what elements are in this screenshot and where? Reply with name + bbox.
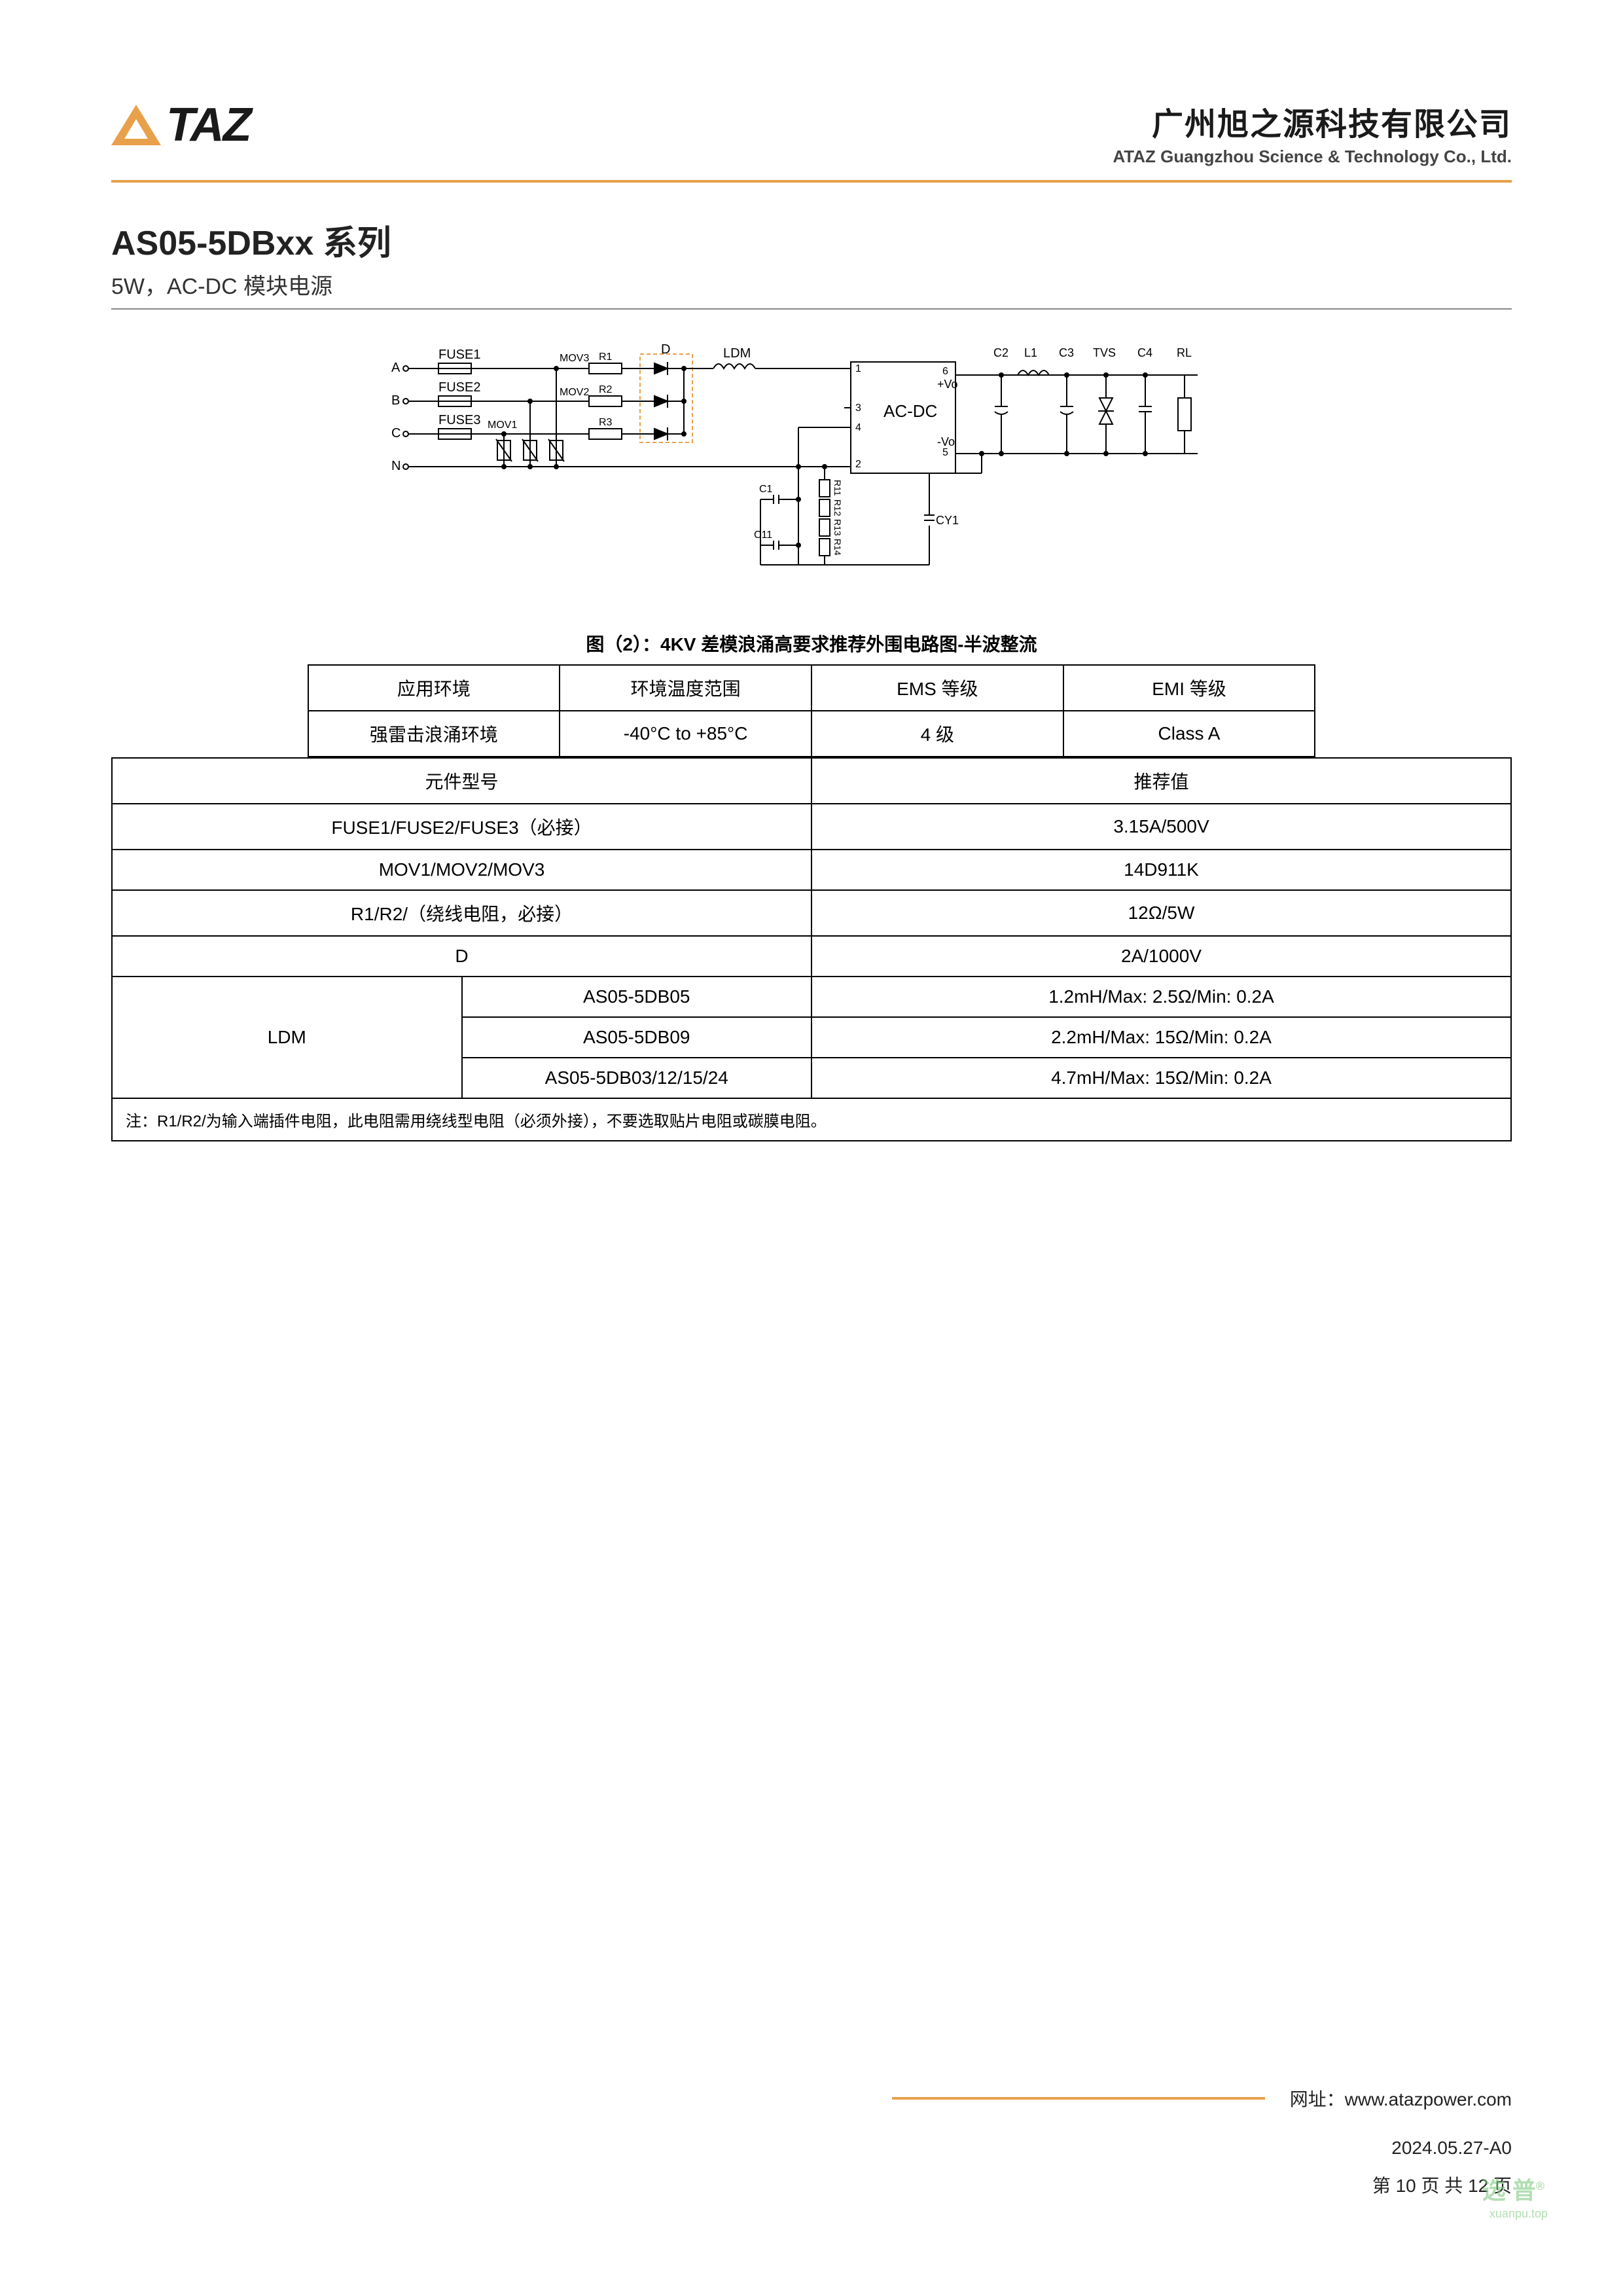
table-row: 应用环境 环境温度范围 EMS 等级 EMI 等级 — [308, 665, 1315, 711]
table-row: FUSE1/FUSE2/FUSE3（必接） 3.15A/500V — [112, 804, 1511, 850]
series-title: AS05-5DBxx 系列 — [111, 215, 1512, 264]
lbl-r3: R3 — [599, 417, 612, 429]
lbl-c4: C4 — [1137, 346, 1152, 360]
circuit-diagram-wrap: A B C N FUSE1 FUSE2 FUSE3 MOV1 MOV2 MOV3… — [111, 349, 1512, 591]
th-ems: EMS 等级 — [812, 665, 1063, 711]
lbl-pin5: 5 — [942, 447, 948, 459]
lbl-a: A — [391, 361, 400, 376]
td-comp: R1/R2/（绕线电阻，必接） — [112, 890, 812, 936]
title-block: AS05-5DBxx 系列 5W，AC-DC 模块电源 — [111, 215, 1512, 300]
td-ldm-spec: 1.2mH/Max: 2.5Ω/Min: 0.2A — [812, 977, 1511, 1017]
circuit-diagram: A B C N FUSE1 FUSE2 FUSE3 MOV1 MOV2 MOV3… — [393, 349, 1230, 591]
td-val: 3.15A/500V — [812, 804, 1511, 850]
lbl-rl: RL — [1177, 346, 1192, 360]
company-name-en: ATAZ Guangzhou Science & Technology Co.,… — [1113, 147, 1512, 167]
lbl-r1: R1 — [599, 351, 612, 363]
lbl-fuse2: FUSE2 — [438, 380, 480, 395]
lbl-fuse1: FUSE1 — [438, 348, 480, 363]
lbl-pin1: 1 — [855, 363, 861, 375]
company-block: 广州旭之源科技有限公司 ATAZ Guangzhou Science & Tec… — [1113, 98, 1512, 167]
lbl-cy1: CY1 — [936, 514, 959, 528]
td-emi: Class A — [1063, 711, 1315, 757]
table-row: 强雷击浪涌环境 -40°C to +85°C 4 级 Class A — [308, 711, 1315, 757]
td-ldm-model: AS05-5DB05 — [462, 977, 812, 1017]
th-component: 元件型号 — [112, 758, 812, 804]
lbl-acdc: AC-DC — [883, 401, 937, 422]
lbl-fuse3: FUSE3 — [438, 413, 480, 428]
lbl-c11: C11 — [754, 529, 772, 541]
footer-url: 网址：www.atazpower.com — [892, 2085, 1512, 2111]
lbl-d: D — [661, 342, 670, 357]
td-ems: 4 级 — [812, 711, 1063, 757]
td-ldm-spec: 4.7mH/Max: 15Ω/Min: 0.2A — [812, 1058, 1511, 1098]
lbl-b: B — [391, 393, 400, 408]
title-divider — [111, 308, 1512, 310]
lbl-c2: C2 — [993, 346, 1008, 360]
logo: TAZ — [111, 98, 251, 152]
td-val: 12Ω/5W — [812, 890, 1511, 936]
lbl-tvs: TVS — [1093, 346, 1116, 360]
table-note-row: 注：R1/R2/为输入端插件电阻，此电阻需用绕线型电阻（必须外接），不要选取贴片… — [112, 1098, 1511, 1141]
watermark-main: 选 普® — [1482, 2172, 1544, 2206]
lbl-c3: C3 — [1059, 346, 1074, 360]
th-emi: EMI 等级 — [1063, 665, 1315, 711]
td-val: 14D911K — [812, 850, 1511, 890]
lbl-n: N — [391, 459, 401, 474]
td-env: 强雷击浪涌环境 — [308, 711, 560, 757]
figure-caption: 图（2）：4KV 差模浪涌高要求推荐外围电路图-半波整流 — [111, 630, 1512, 656]
circuit-svg — [393, 349, 1230, 591]
watermark-text: 选 普 — [1482, 2177, 1536, 2204]
lbl-r2: R2 — [599, 384, 612, 396]
lbl-vop: +Vo — [937, 378, 958, 391]
lbl-mov2: MOV2 — [560, 387, 589, 399]
td-ldm-model: AS05-5DB03/12/15/24 — [462, 1058, 812, 1098]
page-header: TAZ 广州旭之源科技有限公司 ATAZ Guangzhou Science &… — [111, 98, 1512, 183]
td-ldm-spec: 2.2mH/Max: 15Ω/Min: 0.2A — [812, 1017, 1511, 1058]
lbl-pin2: 2 — [855, 459, 861, 471]
td-comp: FUSE1/FUSE2/FUSE3（必接） — [112, 804, 812, 850]
table-environment: 应用环境 环境温度范围 EMS 等级 EMI 等级 强雷击浪涌环境 -40°C … — [308, 664, 1316, 757]
th-value: 推荐值 — [812, 758, 1511, 804]
td-comp: D — [112, 936, 812, 977]
table-note: 注：R1/R2/为输入端插件电阻，此电阻需用绕线型电阻（必须外接），不要选取贴片… — [112, 1098, 1511, 1141]
table-row: LDM AS05-5DB05 1.2mH/Max: 2.5Ω/Min: 0.2A — [112, 977, 1511, 1017]
th-env: 应用环境 — [308, 665, 560, 711]
lbl-r13: R13 — [832, 519, 843, 536]
lbl-l1: L1 — [1024, 346, 1037, 360]
lbl-pin3: 3 — [855, 403, 861, 414]
lbl-r11: R11 — [832, 480, 843, 496]
footer-page: 第 10 页 共 12 页 — [892, 2172, 1512, 2198]
table-row: R1/R2/（绕线电阻，必接） 12Ω/5W — [112, 890, 1511, 936]
table-row: D 2A/1000V — [112, 936, 1511, 977]
watermark-reg: ® — [1536, 2179, 1544, 2193]
lbl-c1: C1 — [759, 484, 772, 495]
table-row: MOV1/MOV2/MOV3 14D911K — [112, 850, 1511, 890]
page-footer: 网址：www.atazpower.com 2024.05.27-A0 第 10 … — [892, 2085, 1512, 2198]
subtitle: 5W，AC-DC 模块电源 — [111, 268, 1512, 300]
td-ldm-model: AS05-5DB09 — [462, 1017, 812, 1058]
lbl-r12: R12 — [832, 499, 843, 516]
lbl-mov1: MOV1 — [488, 420, 517, 431]
logo-a-triangle-icon — [111, 105, 161, 145]
lbl-pin4: 4 — [855, 422, 861, 434]
watermark-sub: xuanpu.top — [1489, 2207, 1548, 2221]
footer-url-value: www.atazpower.com — [1345, 2089, 1512, 2109]
table-components: 元件型号 推荐值 FUSE1/FUSE2/FUSE3（必接） 3.15A/500… — [111, 757, 1512, 1141]
lbl-c: C — [391, 426, 401, 441]
footer-url-label: 网址： — [1290, 2089, 1345, 2109]
td-comp: MOV1/MOV2/MOV3 — [112, 850, 812, 890]
td-ldm: LDM — [112, 977, 462, 1098]
logo-text: TAZ — [166, 98, 251, 152]
table-row: 元件型号 推荐值 — [112, 758, 1511, 804]
company-name-cn: 广州旭之源科技有限公司 — [1113, 98, 1512, 144]
th-temp: 环境温度范围 — [560, 665, 812, 711]
lbl-mov3: MOV3 — [560, 353, 589, 365]
lbl-r14: R14 — [832, 539, 843, 556]
lbl-pin6: 6 — [942, 366, 948, 378]
td-val: 2A/1000V — [812, 936, 1511, 977]
td-temp: -40°C to +85°C — [560, 711, 812, 757]
lbl-ldm: LDM — [723, 346, 751, 361]
footer-date: 2024.05.27-A0 — [892, 2138, 1512, 2159]
